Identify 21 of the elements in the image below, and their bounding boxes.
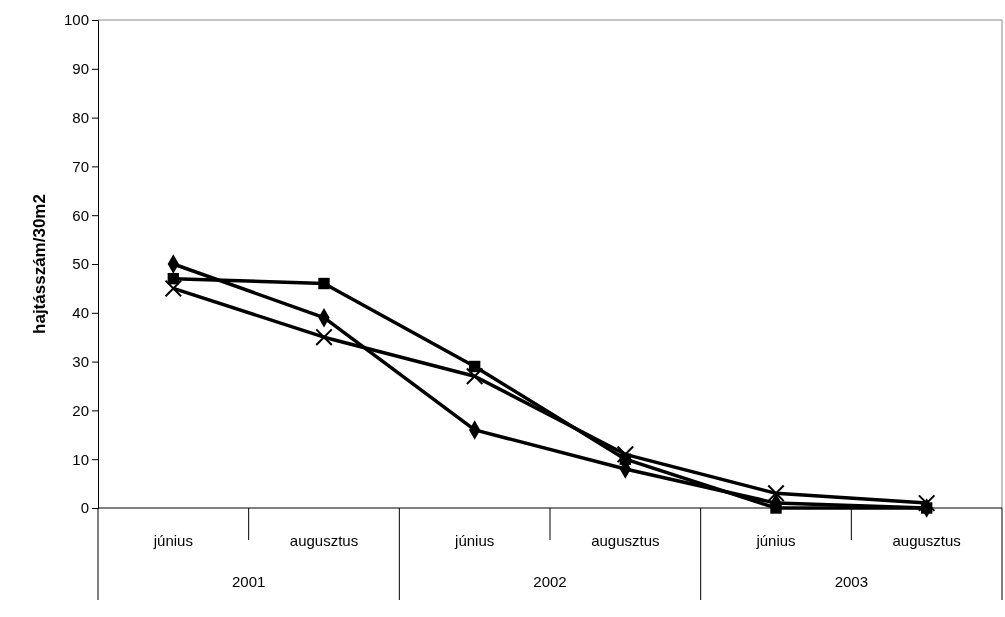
x-tick-label: június xyxy=(152,532,193,549)
y-tick-label: 0 xyxy=(80,499,89,517)
x-tick-label: augusztus xyxy=(591,532,660,549)
y-tick-label: 50 xyxy=(72,255,89,273)
y-tick-label: 70 xyxy=(72,157,89,175)
y-tick-label: 20 xyxy=(72,401,89,419)
y-axis-title: hajtásszám/30m2 xyxy=(30,194,49,334)
y-tick-label: 10 xyxy=(72,450,89,468)
y-tick-label: 40 xyxy=(72,304,89,322)
x-tick-label: augusztus xyxy=(892,532,961,549)
x-tick-label: június xyxy=(454,532,495,549)
y-tick-label: 90 xyxy=(72,60,89,78)
x-tick-label: augusztus xyxy=(289,532,359,549)
x-tick-label: június xyxy=(755,532,796,549)
text: 2002 xyxy=(533,573,567,590)
y-tick-label: 60 xyxy=(72,206,89,224)
text: 2001 xyxy=(231,573,266,590)
text: 2003 xyxy=(834,573,869,590)
y-tick-label: 30 xyxy=(72,352,89,370)
y-tick-label: 80 xyxy=(72,108,89,126)
y-tick-label: 100 xyxy=(63,11,89,29)
